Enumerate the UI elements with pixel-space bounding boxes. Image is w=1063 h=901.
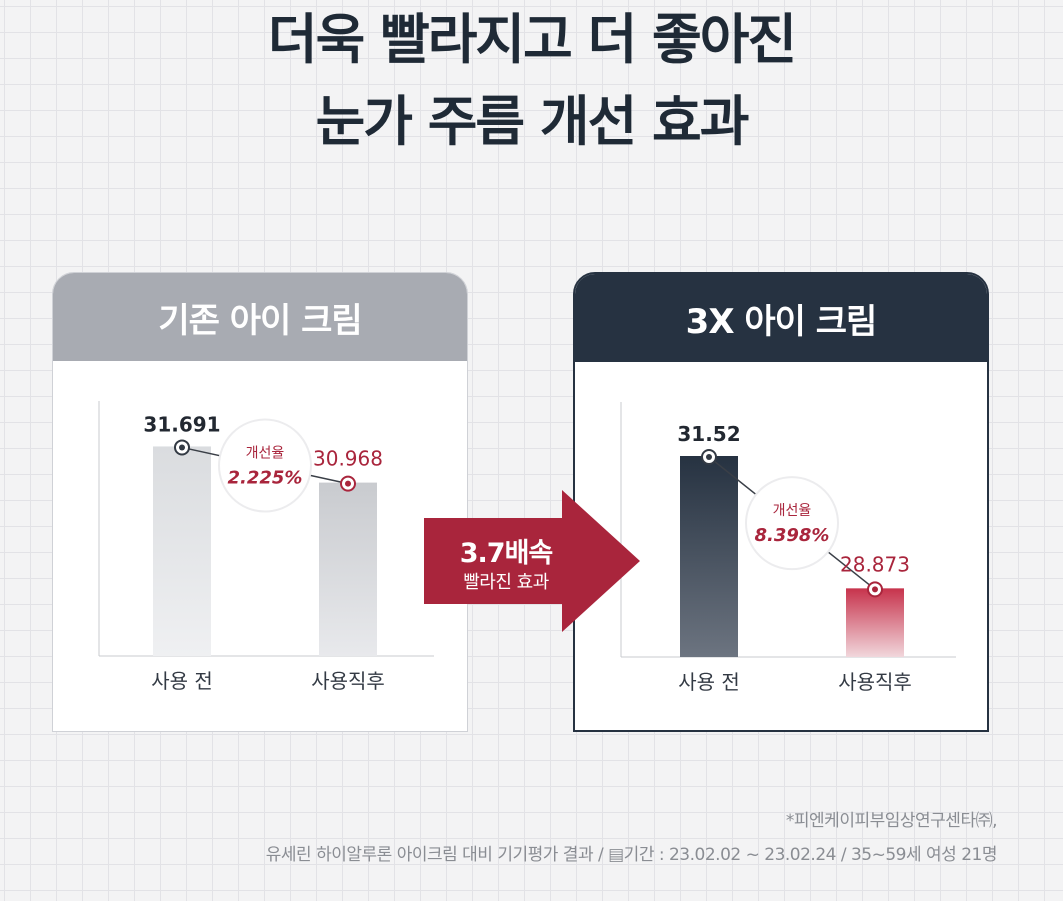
- card-title-3x: 3X 아이 크림: [575, 274, 987, 362]
- bar-after: [846, 588, 904, 657]
- chart-existing: 사용 전 사용직후 개선율 2.225% 31.691 30.968: [98, 401, 434, 693]
- bar-after: [319, 482, 377, 656]
- chart-3x: 사용 전 사용직후 개선율 8.398% 31.52 28.873: [620, 402, 956, 694]
- speed-multiplier-label: 3.7배속: [459, 538, 554, 569]
- category-label: 사용직후: [838, 670, 912, 694]
- card-title-existing: 기존 아이 크림: [53, 273, 467, 361]
- point-after-core: [872, 586, 878, 593]
- value-label-after: 28.873: [840, 552, 910, 576]
- category-label: 사용직후: [311, 669, 385, 693]
- category-label: 사용 전: [151, 669, 213, 693]
- chart-card-3x: 3X 아이 크림 사용 전 사용직후 개선율 8.398% 31.52 28.873: [573, 272, 989, 732]
- footnote-detail: 유세린 하이알루론 아이크림 대비 기기평가 결과 / ▤기간 : 23.02.…: [265, 845, 998, 865]
- footnote-source: *피엔케이피부임상연구센타㈜,: [785, 811, 998, 831]
- improvement-label: 개선율: [773, 503, 812, 519]
- value-label-before: 31.691: [143, 412, 220, 436]
- category-label: 사용 전: [678, 670, 740, 694]
- chart-card-existing: 기존 아이 크림 사용 전 사용직후 개선율 2.225% 31.691 30.968: [52, 272, 468, 732]
- bar-before: [153, 446, 211, 656]
- arrow-right-icon: [424, 490, 640, 632]
- headline-line-2: 눈가 주름 개선 효과: [315, 90, 750, 153]
- improvement-bubble: [218, 418, 312, 513]
- improvement-value: 8.398%: [755, 525, 830, 546]
- improvement-label: 개선율: [246, 446, 285, 462]
- speed-effect-label: 빨라진 효과: [463, 572, 549, 593]
- headline-line-1: 더욱 빨라지고 더 좋아진: [267, 8, 797, 71]
- point-after-core: [345, 480, 351, 487]
- point-before-core: [179, 444, 185, 451]
- value-label-before: 31.52: [677, 422, 740, 446]
- bar-before: [680, 456, 738, 657]
- improvement-value: 2.225%: [228, 468, 303, 489]
- point-before-core: [706, 454, 712, 460]
- value-label-after: 30.968: [313, 447, 383, 471]
- improvement-bubble: [745, 476, 839, 571]
